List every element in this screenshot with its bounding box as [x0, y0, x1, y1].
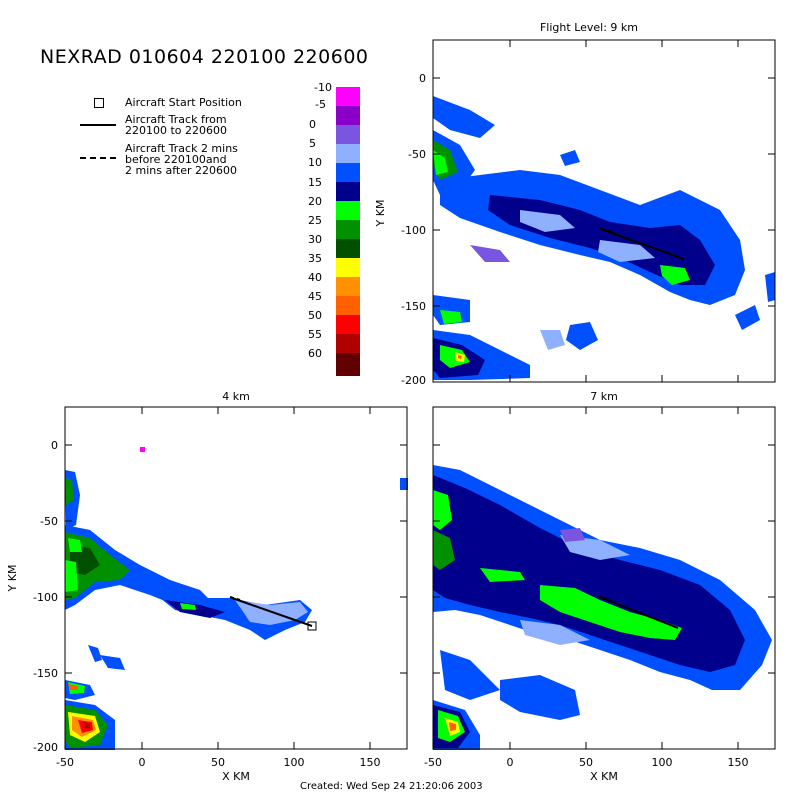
ticks-4km [65, 407, 407, 749]
colorbar-label-7: 25 [308, 214, 322, 227]
aircraft-track-dashed-7km [597, 595, 613, 602]
legend-dashed-label-1: Aircraft Track 2 mins [125, 142, 238, 155]
x-axis-label-7km: X KM [590, 770, 618, 783]
plot-frame-4km [64, 406, 408, 750]
colorbar-seg-14 [336, 353, 360, 376]
panel-title-7km: 7 km [590, 390, 618, 403]
y-axis-label-9km: Y KM [374, 200, 387, 228]
colorbar-seg-12 [336, 315, 360, 335]
radar-echo-4km [65, 447, 408, 750]
y-tick-label-9km-3: -150 [401, 300, 426, 313]
colorbar-label-4: 10 [308, 156, 322, 169]
y-tick-label-4km-4: -200 [33, 741, 58, 754]
radar-echo-7km [433, 465, 772, 750]
colorbar-label-10: 40 [308, 271, 322, 284]
colorbar-seg-1 [336, 106, 360, 126]
x-tick-label-4km-4: 150 [360, 756, 381, 769]
y-tick-label-4km-2: -100 [33, 591, 58, 604]
x-tick-label-7km-4: 150 [728, 756, 749, 769]
solid-track-line [80, 124, 116, 126]
colorbar-label-5: 15 [308, 176, 322, 189]
y-ticks-9km [433, 40, 775, 383]
plot-frame-9km [432, 39, 776, 383]
x-axis-label-4km: X KM [222, 770, 250, 783]
colorbar-seg-9 [336, 258, 360, 278]
colorbar-label-2: 0 [309, 118, 316, 131]
ticks-7km [433, 407, 775, 749]
colorbar-label-6: 20 [308, 195, 322, 208]
colorbar-label-14: 60 [308, 347, 322, 360]
y-tick-label-9km-1: -50 [408, 148, 426, 161]
legend-dashed-label-2: before 220100and [125, 153, 227, 166]
y-tick-label-9km-0: 0 [419, 72, 426, 85]
aircraft-track-dashed-4km [229, 596, 241, 601]
colorbar-seg-0 [336, 87, 360, 107]
colorbar-seg-4 [336, 163, 360, 183]
colorbar-seg-2 [336, 125, 360, 145]
colorbar-label-12: 50 [308, 309, 322, 322]
panel-title-4km: 4 km [222, 390, 250, 403]
colorbar-seg-7 [336, 220, 360, 240]
aircraft-track-9km [600, 228, 685, 260]
created-timestamp: Created: Wed Sep 24 21:20:06 2003 [300, 781, 483, 792]
panel-title-9km: Flight Level: 9 km [540, 21, 638, 34]
x-tick-label-4km-3: 100 [284, 756, 305, 769]
aircraft-track-7km [599, 596, 679, 629]
x-tick-label-4km-1: 0 [139, 756, 146, 769]
colorbar-label-11: 45 [308, 290, 322, 303]
dashed-track-line [80, 157, 116, 159]
start-position-marker [94, 98, 104, 108]
legend-start-label: Aircraft Start Position [125, 96, 242, 109]
y-tick-label-9km-2: -100 [401, 224, 426, 237]
y-tick-label-4km-3: -150 [33, 667, 58, 680]
legend-dashed-label-3: 2 mins after 220600 [125, 164, 237, 177]
x-tick-label-7km-2: 50 [579, 756, 593, 769]
aircraft-track-dashed-9km [599, 227, 616, 234]
legend-track-label-2: 220100 to 220600 [125, 124, 228, 137]
y-tick-label-9km-4: -200 [401, 374, 426, 387]
x-tick-label-7km-3: 100 [652, 756, 673, 769]
colorbar-seg-3 [336, 144, 360, 164]
legend: Aircraft Start Position Aircraft Track f… [80, 94, 320, 184]
y-axis-label-4km: Y KM [6, 565, 19, 593]
aircraft-track-4km [231, 597, 313, 627]
x-tick-label-4km-2: 50 [211, 756, 225, 769]
plot-frame-7km [432, 406, 776, 750]
radar-echo-9km [433, 96, 775, 380]
y-tick-label-4km-0: 0 [51, 439, 58, 452]
colorbar-label-0: -10 [314, 81, 332, 94]
colorbar-label-9: 35 [308, 252, 322, 265]
colorbar-label-13: 55 [308, 328, 322, 341]
colorbar-label-8: 30 [308, 233, 322, 246]
colorbar-seg-6 [336, 201, 360, 221]
x-tick-label-7km-0: -50 [424, 756, 442, 769]
colorbar-seg-8 [336, 239, 360, 259]
map-title: NEXRAD 010604 220100 220600 [40, 46, 369, 68]
aircraft-start-marker-4km [307, 621, 317, 631]
x-tick-label-7km-1: 0 [507, 756, 514, 769]
colorbar-seg-10 [336, 277, 360, 297]
colorbar-seg-5 [336, 182, 360, 202]
y-tick-label-4km-1: -50 [40, 515, 58, 528]
x-tick-label-4km-0: -50 [56, 756, 74, 769]
colorbar-label-3: 5 [309, 137, 316, 150]
legend-track-label-1: Aircraft Track from [125, 113, 227, 126]
colorbar-seg-11 [336, 296, 360, 316]
colorbar-seg-13 [336, 334, 360, 354]
colorbar-label-1: -5 [315, 98, 326, 111]
